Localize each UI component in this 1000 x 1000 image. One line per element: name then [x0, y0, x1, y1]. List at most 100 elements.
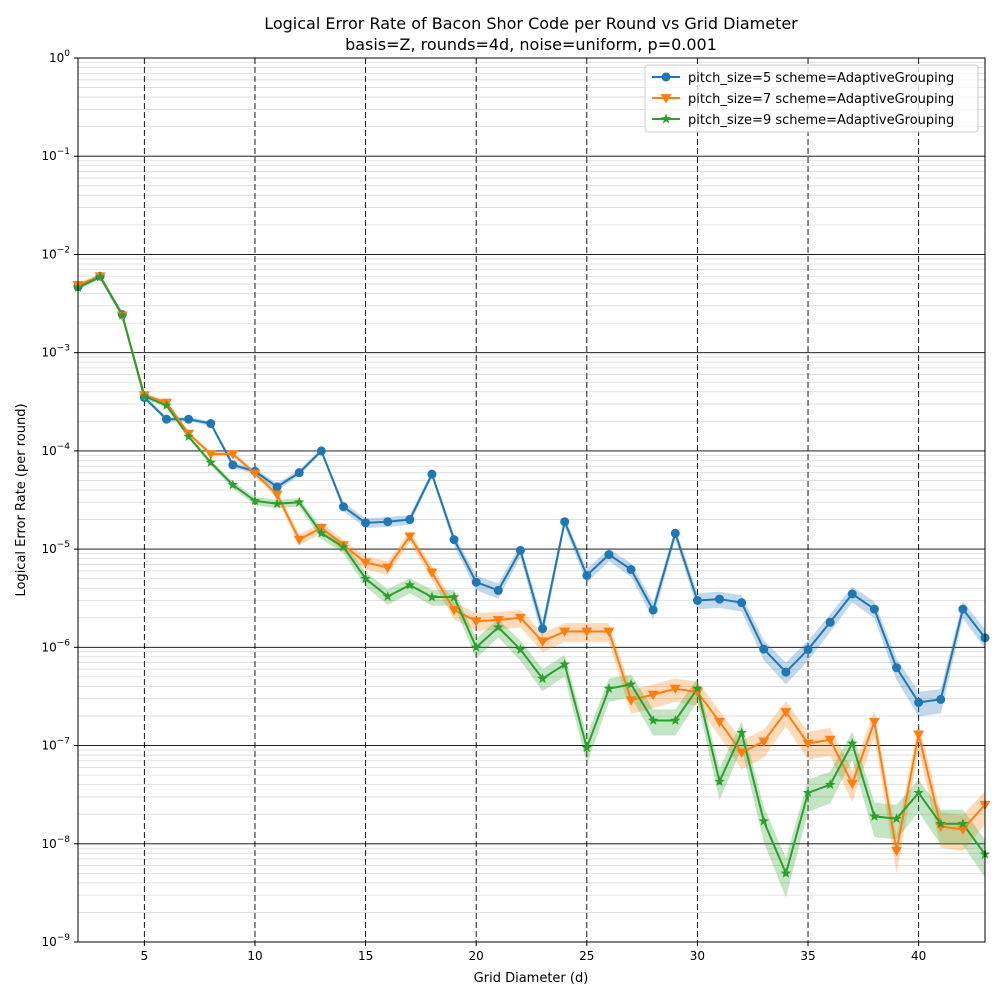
data-point [714, 717, 726, 728]
data-point [935, 822, 947, 832]
data-point [559, 658, 570, 669]
series-line [77, 275, 986, 877]
data-point [670, 528, 680, 538]
y-tick-label: 10−8 [41, 835, 70, 851]
data-point [957, 825, 969, 835]
x-axis-label: Grid Diameter (d) [474, 971, 589, 986]
data-point [382, 563, 394, 573]
data-point [537, 637, 549, 647]
data-point [603, 627, 615, 637]
data-point [958, 604, 968, 614]
y-tick-label: 10−2 [41, 245, 70, 261]
series-markers [72, 271, 991, 878]
data-point [846, 779, 858, 790]
data-point [824, 735, 836, 746]
data-point [847, 737, 858, 748]
data-point [660, 113, 672, 124]
data-point [383, 517, 393, 527]
data-point [515, 644, 526, 654]
data-point [758, 737, 770, 747]
data-point [802, 787, 814, 798]
data-point [647, 714, 659, 725]
x-tick-label: 10 [247, 949, 262, 963]
x-tick-label: 25 [579, 949, 594, 963]
data-point [205, 450, 217, 460]
series-lines [77, 274, 986, 877]
data-point [660, 94, 672, 104]
data-point [714, 776, 725, 787]
y-tick-label: 10−4 [41, 442, 70, 458]
data-point [625, 678, 637, 689]
data-point [957, 818, 969, 829]
data-point [625, 696, 637, 706]
data-point [560, 517, 570, 527]
data-point [161, 414, 171, 424]
data-point [94, 271, 106, 282]
data-point [294, 468, 304, 478]
data-point [603, 683, 615, 694]
data-point [404, 532, 416, 542]
data-point [869, 604, 879, 614]
data-point [581, 742, 593, 753]
data-point [338, 502, 348, 512]
data-point [470, 641, 482, 652]
data-point [538, 624, 548, 634]
chart-title: Logical Error Rate of Bacon Shor Code pe… [264, 14, 798, 33]
series-line [77, 274, 986, 851]
data-point [914, 697, 924, 707]
data-point [139, 390, 150, 401]
data-point [338, 541, 349, 552]
y-tick-label: 10−6 [41, 638, 70, 654]
data-point [227, 450, 239, 460]
data-point [780, 867, 792, 878]
minor-gridlines [78, 62, 985, 913]
data-point [161, 399, 172, 410]
data-point [891, 813, 902, 824]
data-point [227, 479, 239, 490]
data-point [913, 730, 925, 740]
data-point [183, 431, 194, 441]
data-point [427, 469, 437, 479]
data-point [249, 495, 261, 506]
data-point [360, 558, 372, 569]
data-point [670, 714, 681, 725]
data-point [669, 684, 681, 695]
y-tick-label: 10−7 [41, 737, 70, 753]
chart-subtitle: basis=Z, rounds=4d, noise=uniform, p=0.0… [345, 35, 717, 54]
y-tick-label: 10−3 [41, 344, 70, 360]
data-point [404, 579, 416, 590]
data-point [648, 605, 658, 615]
data-point [271, 498, 283, 509]
x-tick-label: 15 [358, 949, 373, 963]
data-point [228, 460, 238, 470]
data-point [206, 419, 216, 429]
plot-frame [77, 57, 986, 943]
data-point [470, 617, 482, 627]
legend-entry: pitch_size=9 scheme=AdaptiveGrouping [688, 113, 954, 128]
data-point [892, 663, 902, 673]
data-point [272, 482, 282, 492]
data-point [426, 568, 438, 578]
data-point [604, 550, 614, 560]
x-tick-label: 20 [469, 949, 484, 963]
data-point [382, 590, 393, 601]
data-point [803, 645, 813, 655]
y-tick-label: 100 [49, 49, 70, 65]
data-point [271, 490, 283, 500]
data-point [759, 644, 769, 654]
data-point [426, 591, 438, 602]
data-point [293, 535, 305, 546]
y-tick-label: 10−1 [41, 147, 70, 163]
y-axis-label: Logical Error Rate (per round) [14, 403, 29, 596]
data-point [493, 585, 503, 595]
data-point [847, 589, 857, 599]
x-tick-label: 30 [690, 949, 705, 963]
legend-entry: pitch_size=7 scheme=AdaptiveGrouping [688, 92, 954, 107]
confidence-band [78, 274, 985, 717]
data-point [935, 818, 946, 829]
data-point [117, 309, 128, 320]
data-point [802, 739, 814, 749]
data-point [515, 545, 525, 555]
series-line [77, 274, 986, 704]
